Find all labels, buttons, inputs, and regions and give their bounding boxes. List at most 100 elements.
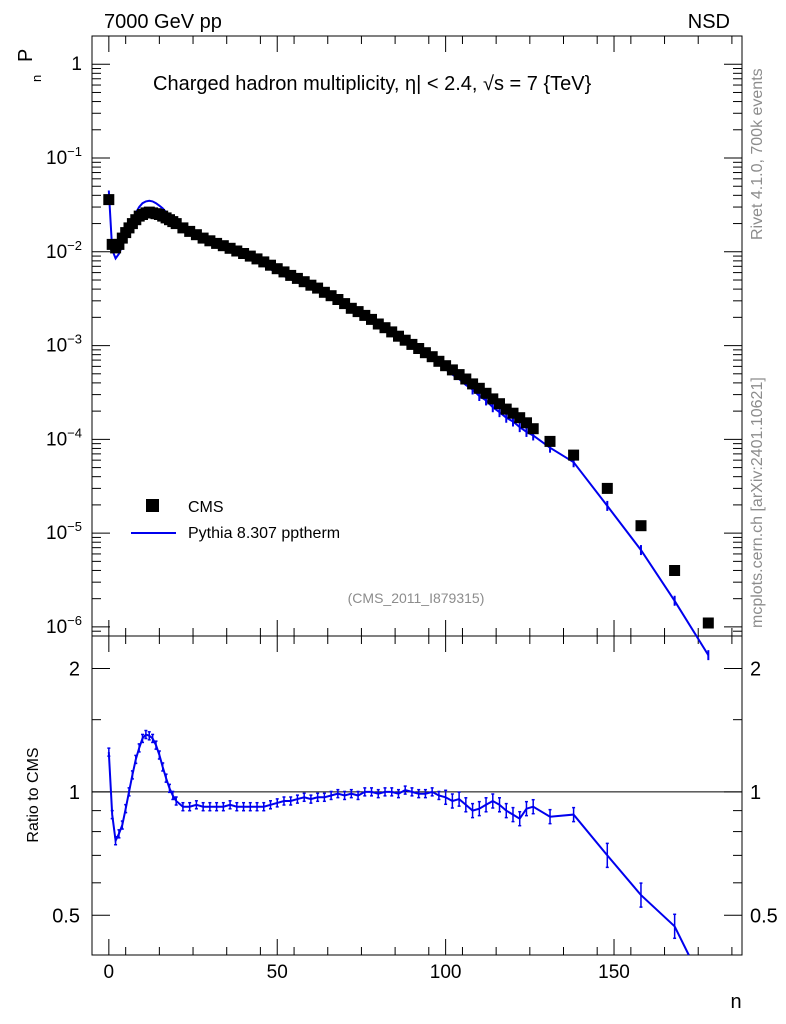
data-point <box>544 435 556 447</box>
data-point <box>217 240 229 252</box>
data-point <box>298 276 310 288</box>
data-point <box>312 282 324 294</box>
main-ytick-label: 10−6 <box>46 613 82 638</box>
data-point <box>379 322 391 334</box>
data-point <box>305 279 317 291</box>
data-point <box>406 338 418 350</box>
data-point <box>702 617 714 629</box>
ratio-ylabel: Ratio to CMS <box>25 747 42 842</box>
data-point <box>177 222 189 234</box>
ratio-ytick-label-right: 1 <box>750 782 761 804</box>
mc-line <box>107 190 710 656</box>
plot-title: Charged hadron multiplicity, η| < 2.4, √… <box>153 73 592 95</box>
data-point <box>460 373 472 385</box>
data-point <box>103 194 115 206</box>
data-point <box>190 229 202 241</box>
ratio-line <box>107 733 690 956</box>
data-point <box>238 248 250 259</box>
legend-mc-label: Pythia 8.307 pptherm <box>188 525 340 542</box>
data-point <box>521 417 532 429</box>
ratio-ytick-label: 2 <box>69 658 80 680</box>
svg-text:n: n <box>29 75 44 82</box>
ratio-ytick-label: 0.5 <box>52 905 80 927</box>
ratio-axes: 0.5 0.5 1 1 2 2 <box>52 658 778 927</box>
ratio-panel-frame <box>91 635 743 956</box>
legend: CMS Pythia 8.307 pptherm <box>131 499 340 542</box>
mcplots-source-label: mcplots.cern.ch [arXiv:2401.10621] <box>749 377 766 628</box>
data-point <box>399 334 411 346</box>
data-point <box>419 347 431 359</box>
energy-label: 7000 GeV pp <box>104 11 222 33</box>
legend-data-marker <box>146 499 159 512</box>
ratio-series <box>107 729 690 956</box>
main-ytick-label: 10−3 <box>46 332 82 357</box>
data-point <box>318 286 330 298</box>
data-point <box>352 306 364 318</box>
data-point <box>446 364 458 376</box>
data-series-main <box>103 194 714 629</box>
data-point <box>514 412 526 424</box>
data-point <box>440 360 452 372</box>
legend-data-label: CMS <box>188 499 224 516</box>
data-point <box>258 256 270 268</box>
data-point <box>453 369 465 381</box>
ratio-ytick-label: 1 <box>69 782 80 804</box>
data-point <box>170 218 182 230</box>
data-point <box>669 565 681 576</box>
x-axis: 0 50 100 150 <box>91 36 733 983</box>
data-point <box>265 259 276 271</box>
analysis-id: (CMS_2011_I879315) <box>348 590 485 606</box>
data-point <box>527 423 539 435</box>
data-point <box>291 272 303 284</box>
data-point <box>635 520 647 532</box>
data-point <box>480 387 492 399</box>
data-point <box>278 266 290 278</box>
main-ytick-label: 1 <box>71 54 82 75</box>
data-point <box>359 309 371 321</box>
data-point <box>339 298 351 310</box>
main-axes: 1 10−1 10−2 10−3 10−4 10−5 10−6 <box>46 54 742 638</box>
main-panel-frame <box>91 35 743 637</box>
main-ytick-label: 10−5 <box>46 519 82 544</box>
data-point <box>413 343 425 354</box>
main-ytick-label: 10−1 <box>46 144 82 169</box>
data-point <box>251 253 263 265</box>
data-point <box>507 407 519 419</box>
svg-text:P: P <box>15 49 37 62</box>
data-point <box>204 235 216 247</box>
data-point <box>568 449 580 461</box>
main-ylabel: P n <box>15 49 44 82</box>
data-point <box>494 398 505 410</box>
data-point <box>184 225 196 237</box>
data-point <box>372 318 384 330</box>
xtick-label: 150 <box>598 962 630 983</box>
data-point <box>345 302 357 314</box>
rivet-version-label: Rivet 4.1.0, 700k events <box>749 68 766 240</box>
process-label: NSD <box>688 11 730 33</box>
data-point <box>393 330 404 342</box>
data-point <box>473 382 485 394</box>
data-point <box>332 294 344 305</box>
data-point <box>467 378 479 390</box>
data-point <box>285 269 297 281</box>
xtick-label: 100 <box>430 962 462 983</box>
data-point <box>366 313 377 325</box>
data-point <box>271 263 283 275</box>
data-point <box>113 238 125 250</box>
data-point <box>426 351 438 363</box>
data-point <box>231 245 243 257</box>
data-point <box>197 232 209 244</box>
data-point <box>386 326 398 338</box>
ratio-ytick-label-right: 0.5 <box>750 905 778 927</box>
data-point <box>224 242 236 254</box>
data-point <box>433 355 445 367</box>
data-point <box>244 250 256 262</box>
ratio-ytick-label-right: 2 <box>750 658 761 680</box>
xtick-label: 50 <box>267 962 288 983</box>
xlabel: n <box>730 991 741 1013</box>
main-ytick-label: 10−4 <box>46 425 82 450</box>
data-point <box>601 482 613 494</box>
data-point <box>487 393 499 405</box>
data-point <box>211 237 223 249</box>
